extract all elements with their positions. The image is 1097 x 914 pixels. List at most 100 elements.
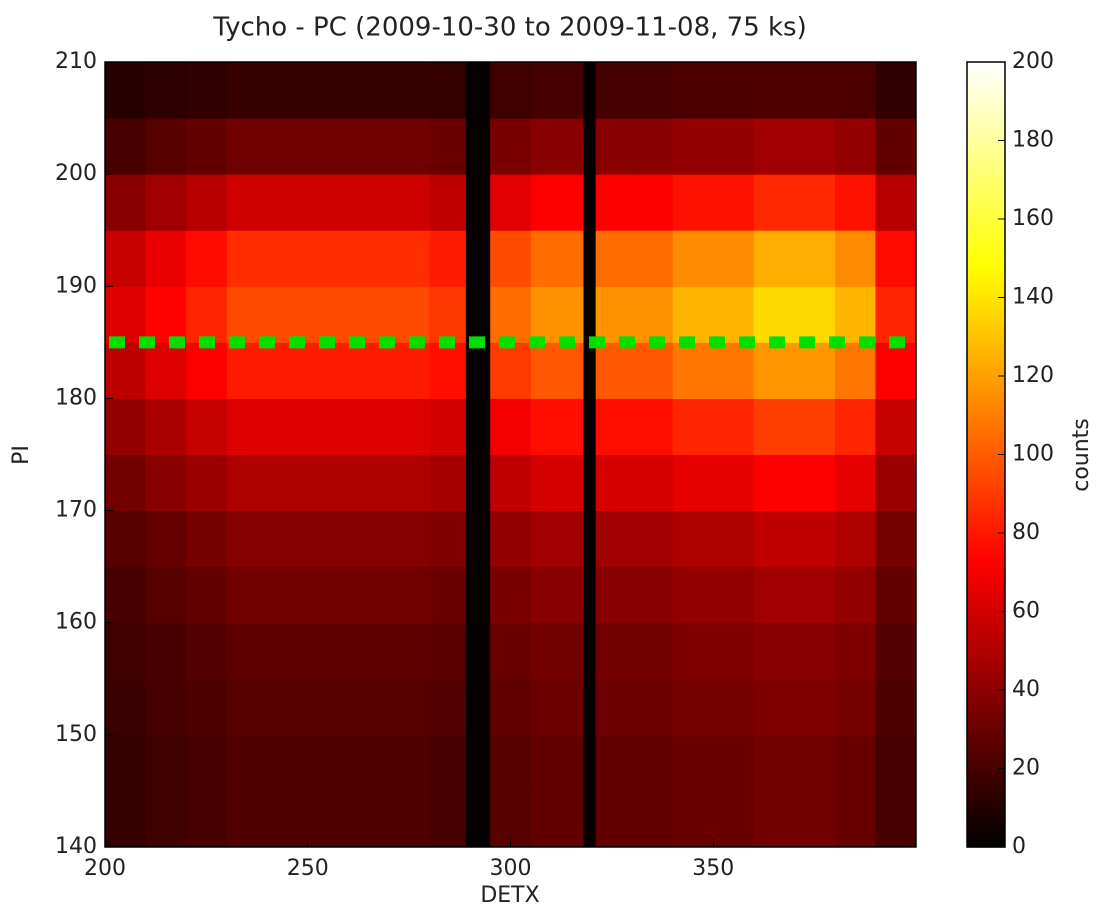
colorbar-segment: [967, 744, 1005, 750]
heatmap-cell: [267, 622, 309, 680]
heatmap-cell: [267, 286, 309, 343]
heatmap-cell: [632, 230, 674, 287]
colorbar-tick-label: 20: [1012, 756, 1040, 781]
colorbar-segment: [967, 525, 1005, 530]
heatmap-cell: [713, 342, 755, 399]
heatmap-cell: [348, 230, 390, 287]
heatmap-cell: [713, 566, 755, 624]
heatmap-cell: [713, 398, 755, 455]
heatmap-cell: [307, 678, 349, 736]
heatmap-cell: [595, 118, 633, 175]
heatmap-cell: [348, 510, 390, 568]
y-tick-label: 200: [55, 161, 97, 186]
colorbar-segment: [967, 513, 1005, 518]
heatmap-cell: [753, 398, 795, 455]
heatmap-cell: [307, 622, 349, 680]
heatmap-cell: [226, 566, 268, 624]
colorbar-segment: [967, 203, 1005, 208]
colorbar-segment: [967, 65, 1005, 71]
heatmap-cell: [794, 286, 836, 343]
colorbar-segment: [967, 693, 1005, 699]
colorbar-segment: [967, 332, 1005, 338]
heatmap-cell: [490, 398, 532, 455]
heatmap-cell: [595, 62, 633, 119]
heatmap-cell: [490, 566, 532, 624]
colorbar-segment: [967, 811, 1005, 817]
colorbar-segment: [967, 835, 1005, 840]
heatmap-cell: [713, 734, 755, 792]
colorbar-segment: [967, 120, 1005, 126]
heatmap-cell: [226, 62, 268, 119]
heatmap-cell: [583, 454, 597, 512]
colorbar-segment: [967, 819, 1005, 825]
colorbar-segment: [967, 658, 1005, 664]
colorbar-segment: [967, 497, 1005, 503]
heatmap-cell: [632, 118, 674, 175]
colorbar-segment: [967, 662, 1005, 668]
heatmap-cell: [388, 342, 430, 399]
heatmap-cell: [348, 566, 390, 624]
heatmap-cell: [595, 734, 633, 792]
colorbar-segment: [967, 799, 1005, 805]
colorbar-segment: [967, 784, 1005, 789]
heatmap-cell: [145, 286, 187, 343]
colorbar-tick-label: 0: [1012, 834, 1026, 859]
heatmap-cell: [632, 678, 674, 736]
colorbar-segment: [967, 772, 1005, 777]
colorbar-segment: [967, 289, 1005, 295]
heatmap-cell: [794, 174, 836, 231]
colorbar-segment: [967, 195, 1005, 200]
heatmap-cell: [307, 734, 349, 792]
heatmap-cell: [145, 62, 187, 119]
colorbar-segment: [967, 215, 1005, 220]
heatmap-cell: [226, 734, 268, 792]
colorbar-segment: [967, 580, 1005, 585]
colorbar-segment: [967, 823, 1005, 828]
heatmap-cell: [713, 622, 755, 680]
heatmap-cell: [672, 790, 714, 848]
heatmap-cell: [632, 790, 674, 848]
heatmap-cell: [226, 230, 268, 287]
heatmap-cell: [186, 342, 228, 399]
heatmap-cell: [794, 678, 836, 736]
heatmap-cell: [713, 174, 755, 231]
heatmap-cell: [530, 398, 584, 455]
heatmap-cell: [226, 342, 268, 399]
colorbar-segment: [967, 584, 1005, 589]
heatmap-cell: [307, 454, 349, 512]
heatmap-cell: [875, 510, 917, 568]
heatmap-cell: [875, 454, 917, 512]
heatmap-cell: [226, 286, 268, 343]
colorbar-segment: [967, 764, 1005, 770]
colorbar-segment: [967, 701, 1005, 707]
heatmap-cell: [267, 454, 309, 512]
heatmap-cell: [672, 398, 714, 455]
colorbar-segment: [967, 717, 1005, 722]
heatmap-cell: [105, 510, 147, 568]
heatmap-cell: [145, 230, 187, 287]
heatmap-cell: [186, 230, 228, 287]
heatmap-cell: [834, 230, 876, 287]
heatmap-cell: [186, 174, 228, 231]
heatmap-cell: [834, 510, 876, 568]
colorbar-segment: [967, 399, 1005, 405]
heatmap-cell: [226, 118, 268, 175]
heatmap-cell: [713, 510, 755, 568]
heatmap-cell: [267, 790, 309, 848]
heatmap-cell: [753, 286, 795, 343]
heatmap-cell: [145, 118, 187, 175]
heatmap-cell: [186, 790, 228, 848]
y-axis-label: PI: [9, 445, 34, 465]
heatmap-cell: [713, 286, 755, 343]
heatmap-cell: [105, 342, 147, 399]
heatmap-cell: [672, 510, 714, 568]
colorbar-segment: [967, 603, 1005, 609]
heatmap-cell: [834, 286, 876, 343]
heatmap-cell: [105, 286, 147, 343]
heatmap-cell: [583, 734, 597, 792]
colorbar-segment: [967, 415, 1005, 420]
colorbar-segment: [967, 124, 1005, 130]
heatmap-cell: [672, 622, 714, 680]
colorbar-segment: [967, 544, 1005, 550]
colorbar-segment: [967, 419, 1005, 424]
